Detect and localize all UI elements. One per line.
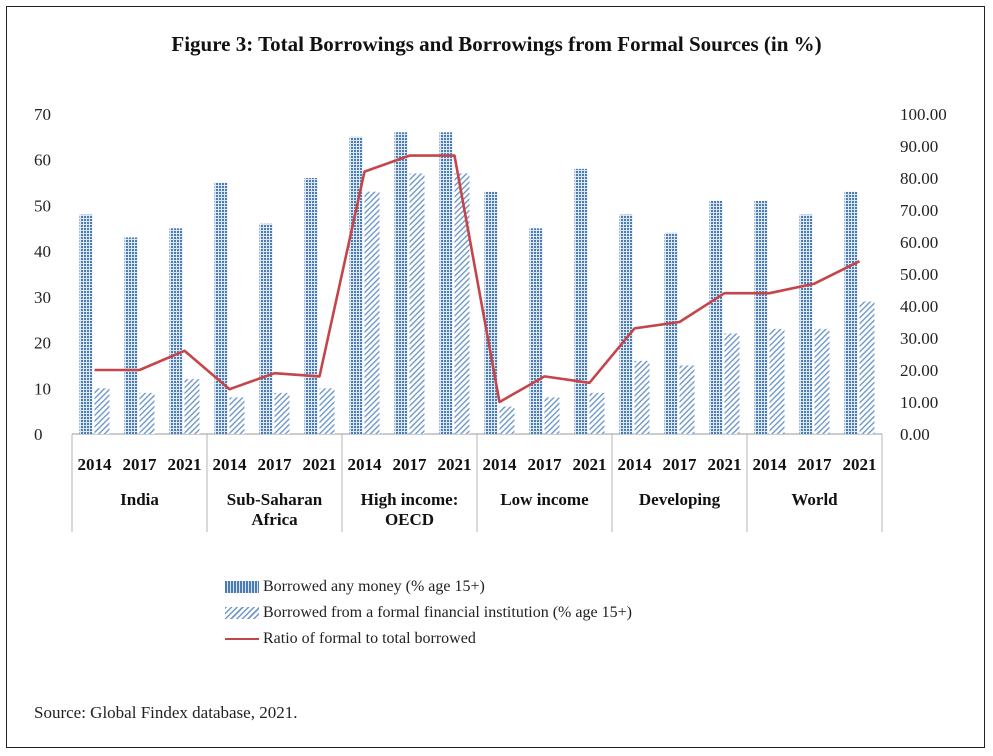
- bar-borrowed-any: [799, 214, 813, 434]
- x-tick-label-year: 2021: [708, 455, 742, 474]
- bar-borrowed-any: [619, 214, 633, 434]
- y-left-tick-label: 60: [34, 151, 51, 170]
- x-tick-label-year: 2014: [348, 455, 383, 474]
- bar-borrowed-any: [574, 168, 588, 434]
- x-group-label: India: [120, 490, 159, 509]
- x-tick-label-year: 2017: [798, 455, 833, 474]
- x-group-label: High income:: [361, 490, 459, 509]
- source-note: Source: Global Findex database, 2021.: [34, 703, 298, 722]
- y-right-tick-label: 100.00: [900, 105, 947, 124]
- bar-borrowed-formal: [319, 388, 335, 434]
- x-tick-label-year: 2014: [78, 455, 113, 474]
- x-tick-label-year: 2017: [393, 455, 428, 474]
- y-right-tick-label: 50.00: [900, 265, 938, 284]
- legend-swatch-formal: [225, 607, 259, 619]
- bar-borrowed-formal: [769, 328, 785, 434]
- legend-label-ratio: Ratio of formal to total borrowed: [263, 630, 476, 647]
- x-tick-label-year: 2021: [438, 455, 472, 474]
- bar-borrowed-any: [709, 200, 723, 434]
- x-group-label: Developing: [639, 490, 721, 509]
- x-group-label: Sub-Saharan: [227, 490, 323, 509]
- bar-borrowed-formal: [589, 392, 605, 434]
- legend-swatch-any: [225, 581, 259, 593]
- bar-borrowed-formal: [859, 301, 875, 434]
- bar-borrowed-formal: [139, 392, 155, 434]
- x-tick-label-year: 2021: [843, 455, 877, 474]
- series-line-ratio: [94, 154, 861, 404]
- bar-borrowed-formal: [814, 328, 830, 434]
- bar-borrowed-any: [259, 223, 273, 434]
- y-right-tick-label: 80.00: [900, 169, 938, 188]
- legend-item-any: Borrowed any money (% age 15+): [225, 574, 632, 600]
- x-tick-label-year: 2014: [753, 455, 788, 474]
- bar-borrowed-any: [214, 182, 228, 434]
- y-right-tick-label: 20.00: [900, 361, 938, 380]
- y-right-tick-label: 60.00: [900, 233, 938, 252]
- x-tick-label-year: 2017: [123, 455, 158, 474]
- y-right-tick-label: 10.00: [900, 393, 938, 412]
- bar-borrowed-any: [349, 136, 363, 434]
- x-tick-label-year: 2021: [573, 455, 607, 474]
- bar-borrowed-formal: [94, 388, 110, 434]
- x-tick-label-year: 2021: [168, 455, 202, 474]
- bar-borrowed-any: [169, 228, 183, 434]
- x-group-label: Africa: [251, 510, 298, 529]
- bar-borrowed-formal: [724, 333, 740, 434]
- y-left-tick-label: 70: [34, 105, 51, 124]
- y-left-tick-label: 0: [34, 425, 43, 444]
- bar-borrowed-any: [484, 191, 498, 434]
- bar-borrowed-formal: [409, 173, 425, 434]
- bar-borrowed-any: [124, 237, 138, 434]
- y-left-tick-label: 50: [34, 196, 51, 215]
- x-tick-label-year: 2014: [213, 455, 248, 474]
- y-right-tick-label: 90.00: [900, 137, 938, 156]
- bar-borrowed-any: [394, 132, 408, 435]
- x-tick-label-year: 2014: [483, 455, 518, 474]
- bar-borrowed-formal: [679, 365, 695, 434]
- bar-borrowed-any: [754, 200, 768, 434]
- bar-borrowed-any: [664, 232, 678, 434]
- y-left-tick-label: 20: [34, 334, 51, 353]
- bar-borrowed-formal: [364, 191, 380, 434]
- bar-borrowed-formal: [184, 379, 200, 434]
- bar-borrowed-any: [304, 178, 318, 434]
- legend-label-formal: Borrowed from a formal financial institu…: [263, 604, 632, 621]
- y-left-tick-label: 10: [34, 379, 51, 398]
- bar-borrowed-formal: [274, 392, 290, 434]
- x-group-label: World: [791, 490, 838, 509]
- y-right-tick-label: 70.00: [900, 201, 938, 220]
- x-tick-label-year: 2021: [303, 455, 337, 474]
- chart-legend: Borrowed any money (% age 15+) Borrowed …: [225, 574, 632, 652]
- chart-title: Figure 3: Total Borrowings and Borrowing…: [171, 32, 822, 56]
- legend-item-ratio: Ratio of formal to total borrowed: [225, 626, 632, 652]
- x-group-label: Low income: [500, 490, 589, 509]
- x-tick-label-year: 2017: [258, 455, 293, 474]
- bar-borrowed-any: [439, 132, 453, 435]
- x-tick-label-year: 2014: [618, 455, 653, 474]
- bar-borrowed-formal: [229, 397, 245, 434]
- legend-swatch-ratio: [225, 638, 259, 640]
- bar-borrowed-formal: [499, 406, 515, 434]
- bar-borrowed-any: [79, 214, 93, 434]
- y-right-tick-label: 30.00: [900, 329, 938, 348]
- legend-label-any: Borrowed any money (% age 15+): [263, 578, 485, 595]
- bar-borrowed-any: [844, 191, 858, 434]
- y-right-tick-label: 40.00: [900, 297, 938, 316]
- y-left-tick-label: 30: [34, 288, 51, 307]
- x-tick-label-year: 2017: [528, 455, 563, 474]
- bar-borrowed-formal: [454, 173, 470, 434]
- x-group-label: OECD: [385, 510, 434, 529]
- legend-item-formal: Borrowed from a formal financial institu…: [225, 600, 632, 626]
- y-right-tick-label: 0.00: [900, 425, 930, 444]
- y-left-tick-label: 40: [34, 242, 51, 261]
- bar-borrowed-any: [529, 228, 543, 434]
- bar-borrowed-formal: [544, 397, 560, 434]
- bar-borrowed-formal: [634, 360, 650, 434]
- x-tick-label-year: 2017: [663, 455, 698, 474]
